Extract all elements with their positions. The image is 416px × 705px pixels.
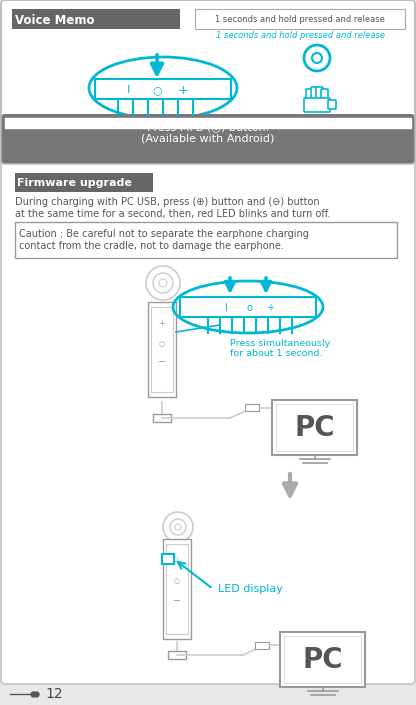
FancyBboxPatch shape xyxy=(284,636,361,683)
Text: 12: 12 xyxy=(45,687,63,701)
Text: ○: ○ xyxy=(159,341,165,347)
FancyBboxPatch shape xyxy=(15,173,153,192)
Text: 1 seconds and hold pressed and release: 1 seconds and hold pressed and release xyxy=(215,30,384,39)
Text: +: + xyxy=(266,303,274,313)
Text: During charging with PC USB, press (⊕) button and (⊖) button
at the same time fo: During charging with PC USB, press (⊕) b… xyxy=(15,197,330,219)
FancyBboxPatch shape xyxy=(321,89,328,100)
Text: Caution : Be careful not to separate the earphone charging
contact from the crad: Caution : Be careful not to separate the… xyxy=(19,229,309,251)
Text: PC: PC xyxy=(302,646,343,673)
Text: Press MFB (◎) button.
(Available with Android): Press MFB (◎) button. (Available with An… xyxy=(141,122,275,144)
FancyBboxPatch shape xyxy=(272,400,357,455)
FancyBboxPatch shape xyxy=(163,539,191,639)
FancyBboxPatch shape xyxy=(166,544,188,634)
FancyBboxPatch shape xyxy=(195,9,405,29)
FancyBboxPatch shape xyxy=(95,79,231,99)
FancyBboxPatch shape xyxy=(1,161,415,684)
Text: −: − xyxy=(158,357,166,367)
Text: PC: PC xyxy=(294,414,335,441)
Text: Press simultaneously
for about 1 second.: Press simultaneously for about 1 second. xyxy=(230,339,330,358)
Text: +: + xyxy=(158,319,166,329)
FancyBboxPatch shape xyxy=(15,222,397,258)
FancyBboxPatch shape xyxy=(280,632,365,687)
FancyBboxPatch shape xyxy=(328,100,336,109)
Text: LED display: LED display xyxy=(218,584,283,594)
FancyBboxPatch shape xyxy=(168,651,186,659)
FancyBboxPatch shape xyxy=(1,114,415,164)
FancyBboxPatch shape xyxy=(306,89,313,100)
FancyBboxPatch shape xyxy=(153,414,171,422)
FancyBboxPatch shape xyxy=(148,302,176,397)
FancyBboxPatch shape xyxy=(1,0,415,164)
FancyBboxPatch shape xyxy=(180,297,316,317)
Text: I: I xyxy=(126,85,130,95)
Text: I: I xyxy=(225,303,228,313)
FancyBboxPatch shape xyxy=(162,554,174,564)
FancyBboxPatch shape xyxy=(151,307,173,392)
FancyBboxPatch shape xyxy=(311,87,318,100)
FancyBboxPatch shape xyxy=(12,9,180,29)
Text: Firmware upgrade: Firmware upgrade xyxy=(17,178,132,188)
FancyBboxPatch shape xyxy=(255,642,269,649)
FancyBboxPatch shape xyxy=(276,404,353,451)
FancyBboxPatch shape xyxy=(316,87,323,100)
Text: +: + xyxy=(173,556,181,565)
Text: +: + xyxy=(178,83,188,97)
Text: ○: ○ xyxy=(174,578,180,584)
Text: −: − xyxy=(173,596,181,606)
FancyBboxPatch shape xyxy=(304,98,330,112)
Text: o: o xyxy=(246,303,252,313)
Text: ○: ○ xyxy=(152,85,162,95)
Text: 1 seconds and hold pressed and release: 1 seconds and hold pressed and release xyxy=(215,16,385,25)
FancyBboxPatch shape xyxy=(245,404,259,411)
Text: Voice Memo: Voice Memo xyxy=(15,13,94,27)
